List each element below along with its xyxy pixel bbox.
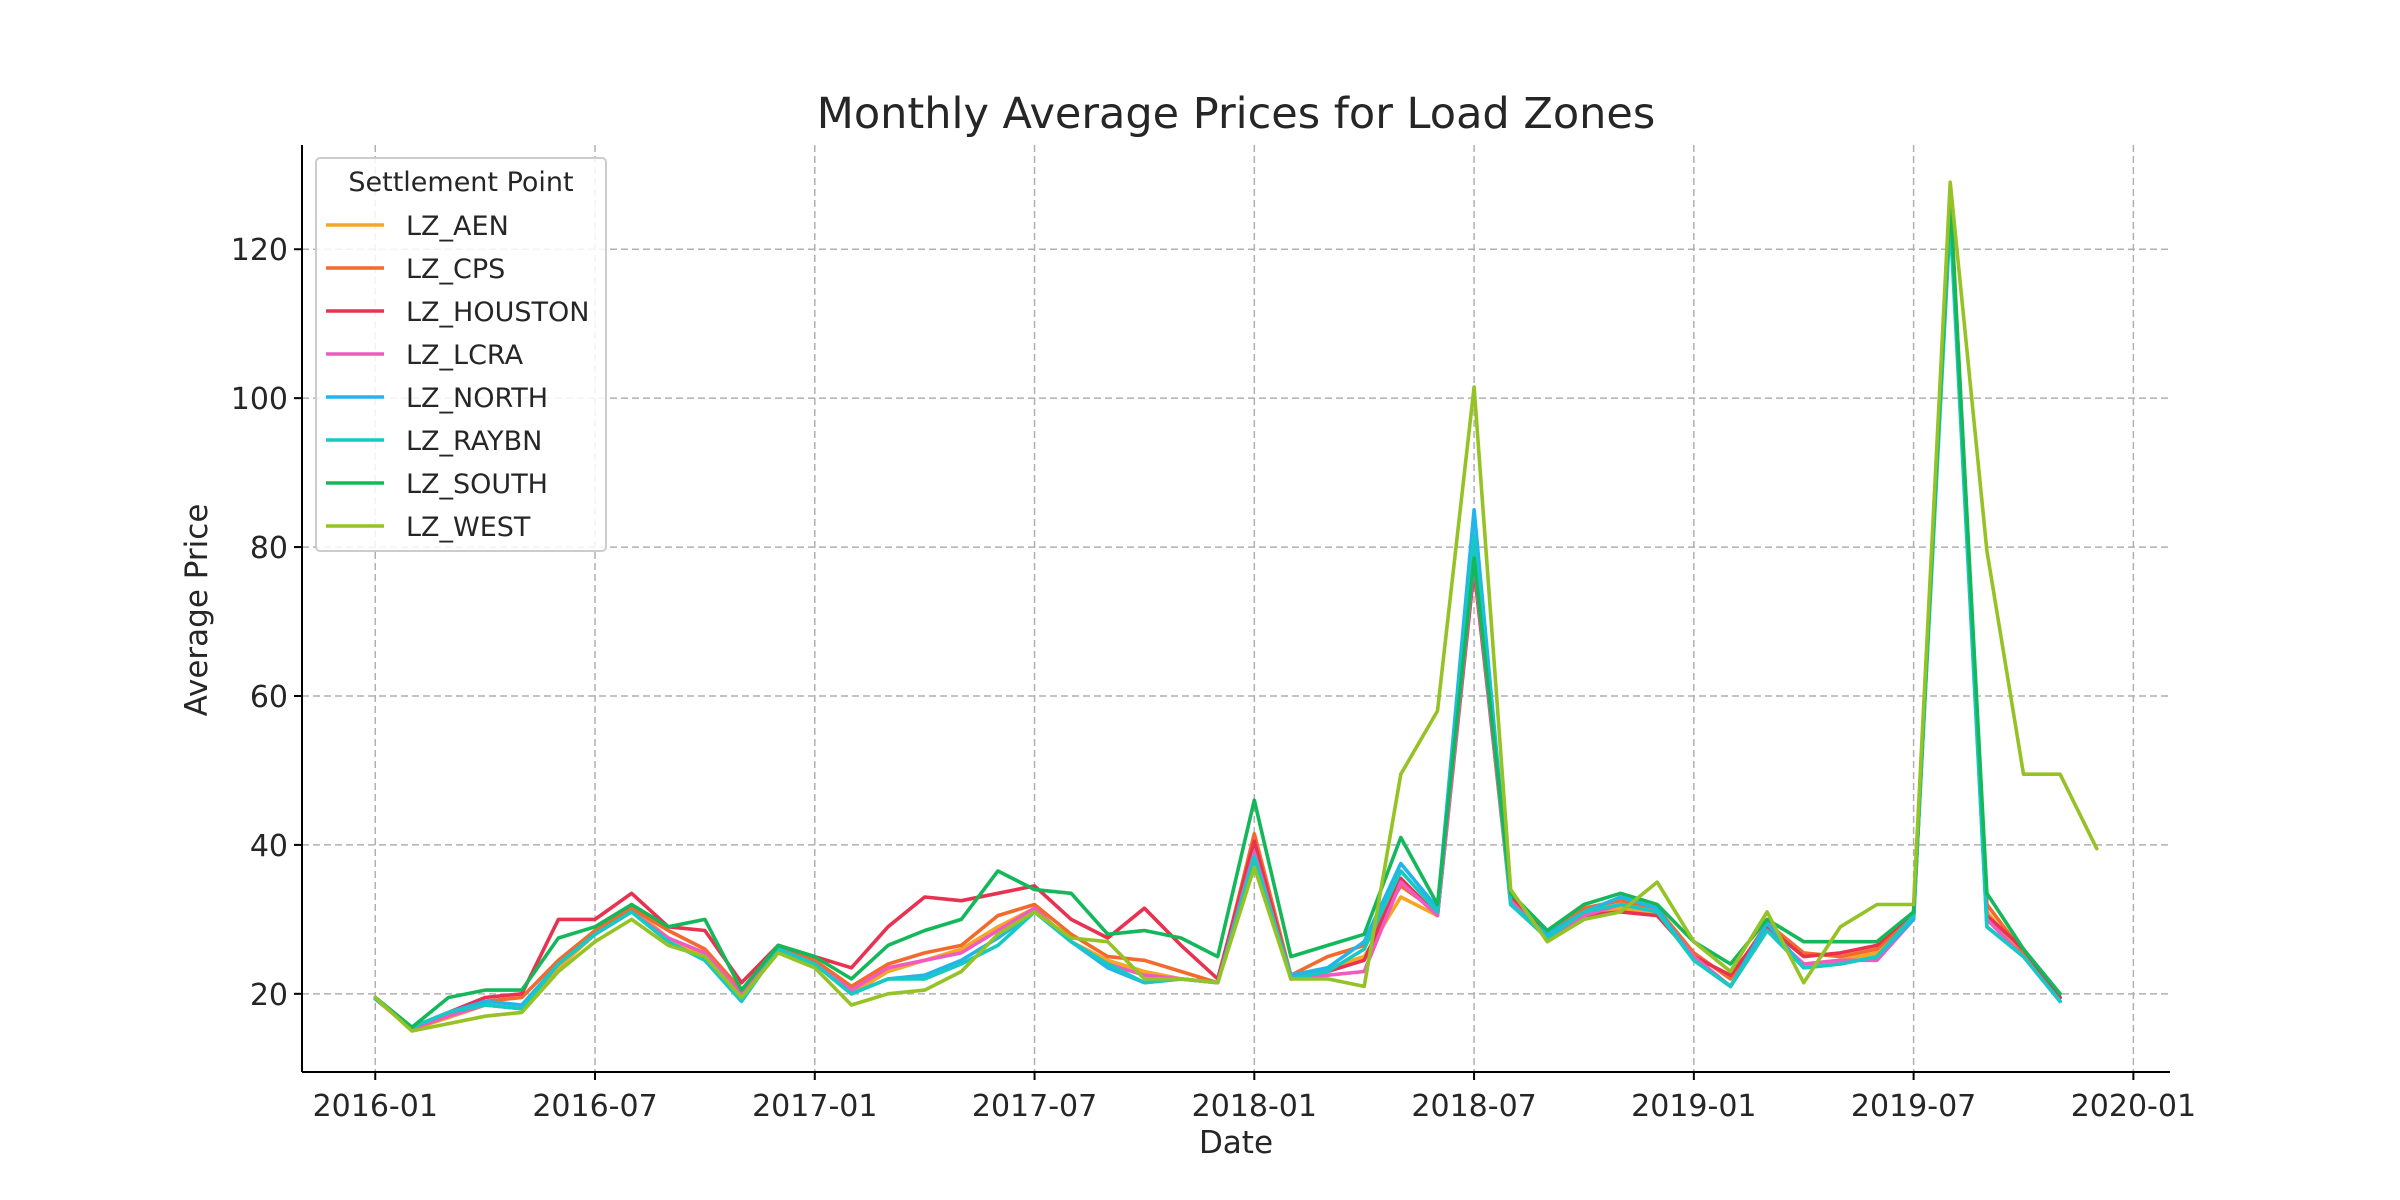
legend-item-lz-raybn: LZ_RAYBN (326, 426, 542, 457)
x-tick-label: 2018-07 (1411, 1089, 1536, 1124)
legend-label: LZ_AEN (406, 211, 509, 242)
legend-label: LZ_SOUTH (406, 469, 548, 500)
legend-item-lz-west: LZ_WEST (326, 512, 531, 543)
x-tick-label: 2018-01 (1192, 1089, 1317, 1124)
x-tick-label: 2017-01 (752, 1089, 877, 1124)
series-line-lz-north (373, 202, 2062, 1030)
series-line-lz-cps (373, 195, 2062, 1031)
legend-item-lz-north: LZ_NORTH (326, 383, 548, 414)
series-lines (373, 180, 2099, 1033)
legend-label: LZ_HOUSTON (406, 297, 589, 328)
grid (302, 145, 2170, 1072)
legend-label: LZ_CPS (406, 254, 505, 285)
y-tick-label: 120 (231, 233, 288, 268)
series-line-lz-south (373, 195, 2062, 1030)
chart-title: Monthly Average Prices for Load Zones (817, 89, 1656, 139)
x-tick-label: 2019-07 (1851, 1089, 1976, 1124)
legend-items: LZ_AEN LZ_CPS LZ_HOUSTON LZ_LCRA LZ_NORTH LZ_… (326, 211, 589, 543)
legend-label: LZ_NORTH (406, 383, 548, 414)
legend-item-lz-south: LZ_SOUTH (326, 469, 548, 500)
x-tick-label: 2016-01 (313, 1089, 438, 1124)
legend-item-lz-cps: LZ_CPS (326, 254, 505, 285)
legend-label: LZ_LCRA (406, 340, 524, 371)
legend-title: Settlement Point (348, 167, 573, 198)
axes (301, 145, 2170, 1073)
y-tick-label: 80 (250, 531, 288, 566)
y-tick-label: 100 (231, 382, 288, 417)
legend-item-lz-houston: LZ_HOUSTON (326, 297, 589, 328)
tick-labels: 2016-01 2016-07 2017-01 2017-07 2018-01 2018-… (231, 233, 2196, 1124)
series-line-lz-aen (373, 187, 2062, 1032)
series-line-lz-west (373, 180, 2099, 1033)
y-tick-label: 20 (250, 978, 288, 1013)
legend-box (315, 157, 607, 552)
legend-item-lz-lcra: LZ_LCRA (326, 340, 524, 371)
x-tick-label: 2016-07 (532, 1089, 657, 1124)
legend-label: LZ_WEST (406, 512, 531, 543)
x-axis-title: Date (1199, 1125, 1273, 1161)
x-tick-label: 2019-01 (1631, 1089, 1756, 1124)
series-line-lz-lcra (373, 195, 2062, 1030)
y-tick-label: 40 (250, 829, 288, 864)
x-tick-label: 2020-01 (2071, 1089, 2196, 1124)
x-tick-label: 2017-07 (972, 1089, 1097, 1124)
y-axis-title: Average Price (179, 504, 215, 717)
y-tick-label: 60 (250, 680, 288, 715)
legend: Settlement Point LZ_AENLZ_CPSLZ_HOUSTONL… (315, 157, 607, 552)
legend-item-lz-aen: LZ_AEN (326, 211, 509, 242)
series-line-lz-houston (373, 202, 2062, 1030)
legend-label: LZ_RAYBN (406, 426, 542, 457)
